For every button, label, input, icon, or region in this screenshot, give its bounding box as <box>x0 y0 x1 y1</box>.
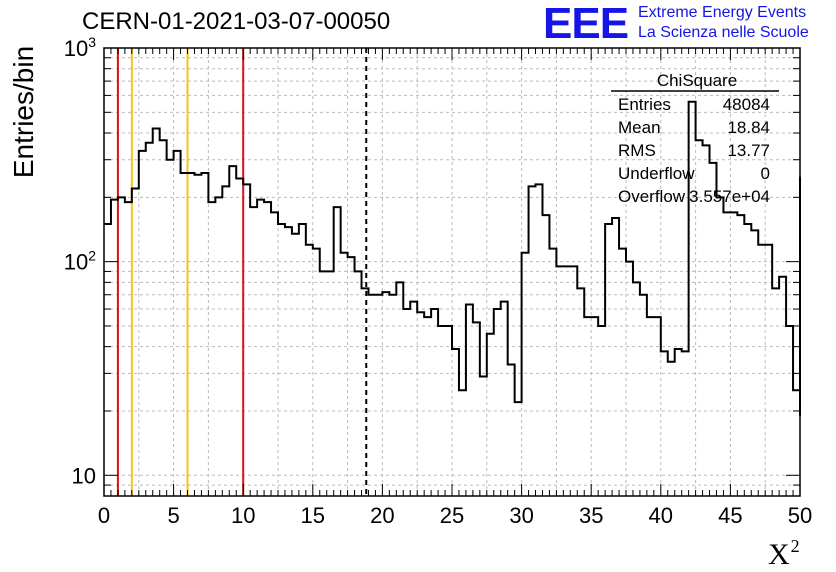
stats-title: ChiSquare <box>657 71 737 90</box>
x-tick-label: 40 <box>649 503 673 528</box>
x-tick-label: 35 <box>579 503 603 528</box>
page-title: CERN-01-2021-03-07-00050 <box>82 8 391 35</box>
stats-value: 18.84 <box>727 118 770 137</box>
x-axis-label: X2 <box>768 536 800 572</box>
x-tick-label: 20 <box>370 503 394 528</box>
stats-value: 13.77 <box>727 141 770 160</box>
y-tick-label: 103 <box>64 34 96 61</box>
x-tick-label: 25 <box>440 503 464 528</box>
tagline-line-2: La Scienza nelle Scuole <box>638 24 809 41</box>
stats-label: RMS <box>618 141 656 160</box>
x-axis-label-base: X <box>768 538 790 571</box>
stats-label: Overflow <box>618 187 686 206</box>
x-tick-label: 45 <box>718 503 742 528</box>
tagline-line-1: Extreme Energy Events <box>638 4 807 21</box>
stats-label: Mean <box>618 118 661 137</box>
y-tick-label: 10 <box>72 463 96 488</box>
x-axis-label-superscript: 2 <box>790 536 800 556</box>
stats-value: 48084 <box>723 95 770 114</box>
x-tick-label: 15 <box>301 503 325 528</box>
y-tick-label: 102 <box>64 248 96 275</box>
stats-value: 0 <box>761 164 770 183</box>
x-tick-label: 5 <box>167 503 179 528</box>
eee-logo: EEE <box>543 0 629 48</box>
x-tick-label: 30 <box>509 503 533 528</box>
stats-value: 3.557e+04 <box>689 187 770 206</box>
stats-label: Underflow <box>618 164 695 183</box>
x-tick-label: 50 <box>788 503 812 528</box>
histogram-step-line <box>104 100 801 416</box>
x-tick-label: 10 <box>231 503 255 528</box>
stats-label: Entries <box>618 95 671 114</box>
x-tick-label: 0 <box>98 503 110 528</box>
